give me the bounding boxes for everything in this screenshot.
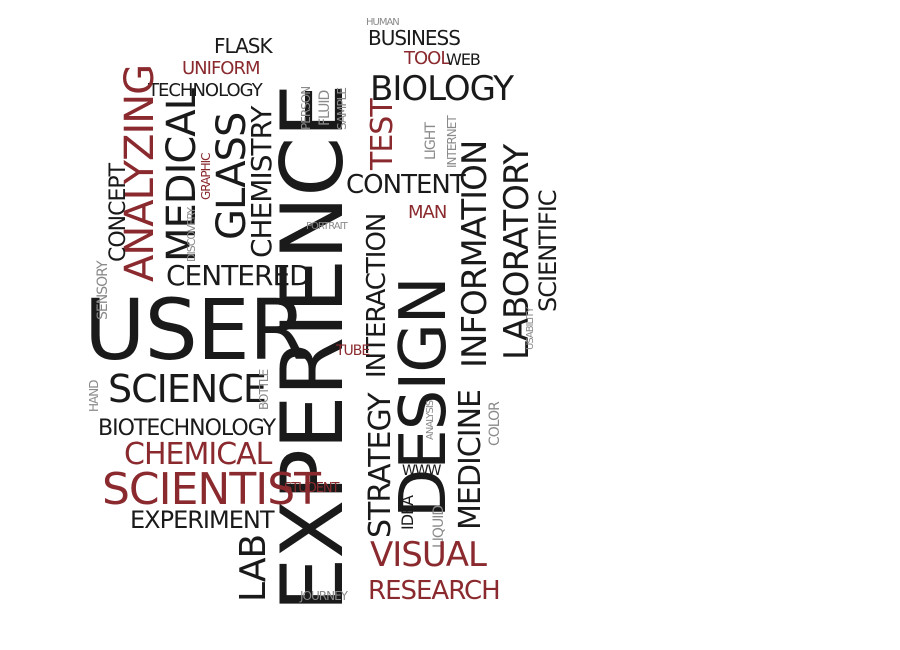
word-student: STUDENT bbox=[284, 481, 340, 496]
word-science: SCIENCE bbox=[108, 367, 267, 411]
word-medicine: MEDICINE bbox=[453, 390, 488, 530]
word-color: COLOR bbox=[487, 402, 503, 446]
word-idea: IDEA bbox=[398, 495, 417, 530]
word-research: RESEARCH bbox=[368, 576, 501, 606]
word-concept: CONCEPT bbox=[106, 163, 131, 262]
word-information: INFORMATION bbox=[455, 140, 495, 368]
word-scientist: SCIENTIST bbox=[102, 464, 321, 515]
word-visual: VISUAL bbox=[370, 535, 487, 575]
word-content: CONTENT bbox=[346, 170, 466, 200]
word-chemical: CHEMICAL bbox=[124, 437, 272, 472]
word-biotechnology: BIOTECHNOLOGY bbox=[98, 416, 276, 441]
word-journey: JOURNEY bbox=[300, 589, 348, 603]
word-chemistry: CHEMISTRY bbox=[245, 106, 278, 258]
word-bottle: BOTTLE bbox=[257, 369, 271, 410]
word-usability: USABILITY bbox=[525, 307, 536, 350]
word-flask: FLASK bbox=[214, 34, 273, 58]
word-centered: CENTERED bbox=[166, 259, 311, 292]
word-human: HUMAN bbox=[366, 17, 400, 28]
word-design: DESIGN bbox=[387, 277, 461, 518]
word-sensory: SENSORY bbox=[95, 261, 111, 321]
word-lab: LAB bbox=[233, 534, 274, 602]
word-light: LIGHT bbox=[423, 123, 439, 160]
word-business: BUSINESS bbox=[368, 26, 461, 50]
word-person: PERSON bbox=[299, 86, 313, 130]
word-www: WWW bbox=[402, 463, 442, 479]
word-user: USER bbox=[84, 281, 307, 379]
word-portrait: PORTRAIT bbox=[306, 221, 348, 232]
word-man: MAN bbox=[408, 202, 447, 223]
word-biology: BIOLOGY bbox=[370, 69, 514, 109]
word-web: WEB bbox=[446, 50, 481, 69]
word-scientific: SCIENTIFIC bbox=[534, 190, 562, 312]
word-graphic: GRAPHIC bbox=[199, 153, 213, 200]
word-discovery: DISCOVERY bbox=[185, 208, 198, 262]
word-uniform: UNIFORM bbox=[182, 58, 261, 79]
word-analysis: ANALYSIS bbox=[425, 400, 436, 440]
word-technology: TECHNOLOGY bbox=[148, 80, 263, 101]
word-fluid: FLUID bbox=[317, 90, 333, 126]
word-strategy: STRATEGY bbox=[363, 393, 398, 538]
word-test: TEST bbox=[365, 99, 400, 170]
word-experiment: EXPERIMENT bbox=[130, 506, 274, 534]
word-tube: TUBE bbox=[336, 343, 370, 359]
word-hand: HAND bbox=[87, 380, 101, 412]
word-sample: SAMPLE bbox=[335, 88, 349, 130]
word-tool: TOOL bbox=[404, 48, 450, 69]
